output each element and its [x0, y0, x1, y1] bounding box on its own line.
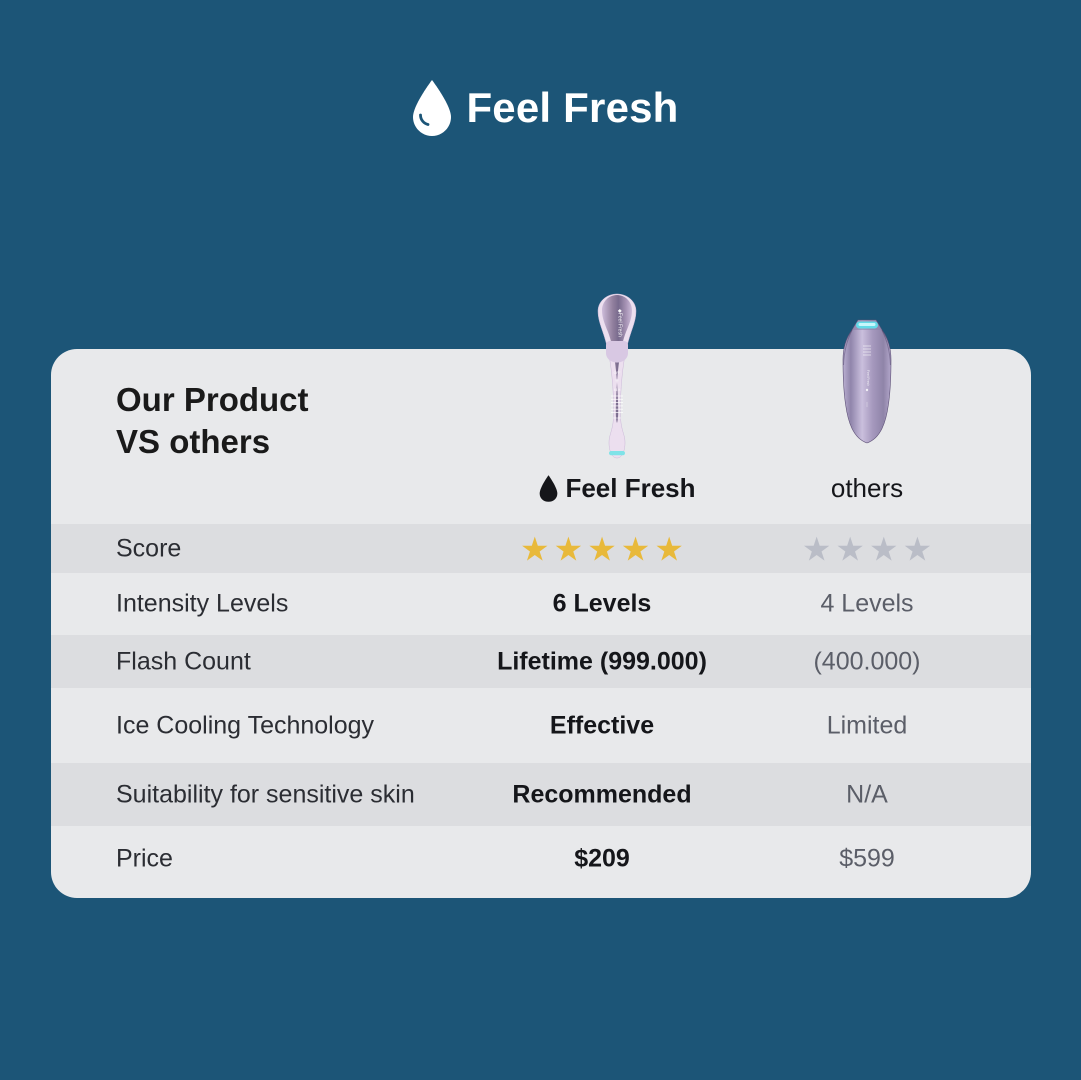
svg-text:Feel Fresh: Feel Fresh	[866, 370, 870, 386]
svg-text:44%: 44%	[614, 388, 621, 392]
svg-text:◆Feel Fresh: ◆Feel Fresh	[616, 309, 622, 337]
svg-text:❄: ❄	[615, 378, 619, 383]
svg-text:OFF: OFF	[614, 371, 621, 375]
